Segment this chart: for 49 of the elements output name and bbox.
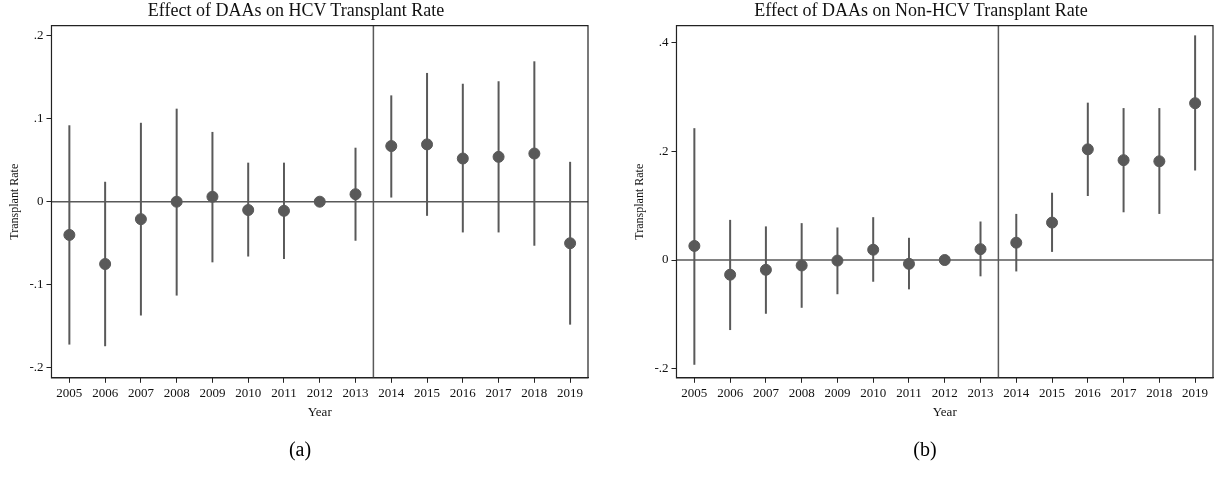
- x-axis-title: Year: [932, 403, 958, 419]
- x-tick-label: 2005: [681, 385, 708, 401]
- y-tick-label: .2: [658, 142, 669, 158]
- x-axis-title: Year: [307, 403, 333, 419]
- y-axis-title: Transplant Rate: [632, 163, 647, 240]
- x-tick-label: 2014: [378, 385, 405, 401]
- x-tick-label: 2005: [56, 385, 83, 401]
- x-tick-label: 2009: [199, 385, 226, 401]
- x-tick-label: 2013: [342, 385, 369, 401]
- point: [938, 254, 951, 267]
- y-tick-label: -.1: [29, 276, 44, 292]
- x-tick-label: 2014: [1003, 385, 1030, 401]
- y-tick-label: -.2: [29, 359, 44, 375]
- point: [313, 195, 326, 208]
- y-tick-label: -.2: [654, 360, 669, 375]
- x-tick-label: 2019: [1182, 385, 1209, 401]
- chart-title: Effect of DAAs on HCV Transplant Rate: [147, 0, 445, 20]
- y-axis-title: Transplant Rate: [7, 163, 22, 240]
- x-tick-label: 2011: [271, 385, 297, 401]
- x-tick-label: 2015: [1039, 385, 1066, 401]
- x-tick-label: 2017: [485, 385, 513, 401]
- x-tick-label: 2018: [521, 385, 548, 401]
- x-tick-label: 2009: [824, 385, 851, 401]
- x-tick-label: 2012: [931, 385, 958, 401]
- y-tick-label: 0: [36, 193, 44, 209]
- x-tick-label: 2015: [414, 385, 441, 401]
- text: (b): [912, 438, 938, 461]
- x-tick-label: 2016: [1074, 385, 1102, 401]
- text: (a): [287, 438, 313, 461]
- x-tick-label: 2008: [788, 385, 815, 401]
- x-tick-label: 2019: [557, 385, 584, 401]
- x-tick-label: 2007: [127, 385, 155, 401]
- x-tick-label: 2017: [1110, 385, 1138, 401]
- x-tick-label: 2006: [92, 385, 119, 401]
- x-tick-label: 2006: [717, 385, 744, 401]
- x-tick-label: 2008: [163, 385, 190, 401]
- x-tick-label: 2016: [449, 385, 477, 401]
- y-tick-label: .2: [33, 26, 44, 42]
- x-tick-label: 2010: [860, 385, 887, 401]
- y-tick-label: 0: [661, 251, 669, 267]
- x-tick-label: 2018: [1146, 385, 1173, 401]
- y-tick-label: .1: [33, 110, 44, 126]
- y-tick-label: .4: [658, 34, 669, 50]
- x-tick-label: 2007: [752, 385, 780, 401]
- x-tick-label: 2011: [896, 385, 922, 401]
- x-tick-label: 2013: [967, 385, 994, 401]
- x-tick-label: 2012: [306, 385, 333, 401]
- chart-title: Effect of DAAs on Non-HCV Transplant Rate: [754, 0, 1088, 20]
- x-tick-label: 2010: [235, 385, 262, 401]
